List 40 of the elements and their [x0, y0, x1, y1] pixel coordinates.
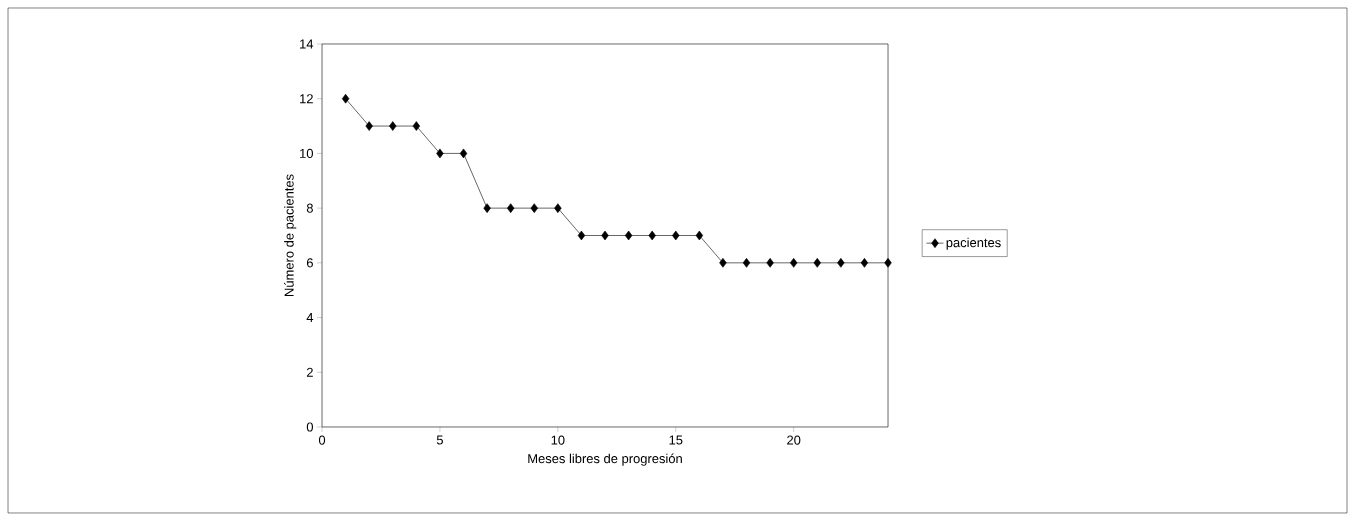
x-tick-label: 0: [318, 435, 326, 445]
point: [719, 258, 727, 268]
point: [412, 121, 421, 131]
y-tick-label: 0: [306, 422, 313, 432]
point: [672, 230, 680, 241]
legend-label: pacientes: [946, 237, 1001, 250]
y-tick-label: 10: [300, 148, 313, 158]
point: [766, 258, 774, 268]
y-tick-label: 6: [306, 258, 313, 268]
point: [459, 148, 468, 159]
x-tick-label: 10: [551, 435, 565, 445]
point: [624, 230, 633, 241]
x-axis-title: Meses libres de progresión: [528, 453, 682, 466]
y-tick-label: 4: [306, 313, 314, 323]
point: [365, 121, 373, 131]
point: [554, 203, 562, 213]
point: [742, 258, 751, 268]
y-tick-label: 2: [306, 367, 313, 377]
x-tick-label: 20: [787, 435, 801, 445]
point: [813, 258, 821, 268]
x-tick-label: 15: [669, 435, 683, 445]
y-tick-label: 12: [300, 94, 313, 104]
point: [483, 203, 491, 213]
y-axis-title: Número de pacientes: [284, 174, 297, 296]
point: [530, 203, 538, 213]
point: [790, 258, 798, 268]
point: [341, 93, 350, 104]
point: [389, 121, 397, 131]
point: [436, 148, 444, 159]
point: [507, 203, 515, 213]
x-tick-label: 5: [436, 435, 443, 445]
y-tick-label: 14: [300, 39, 314, 49]
point: [837, 258, 845, 268]
point: [884, 258, 892, 268]
point: [601, 230, 609, 241]
y-tick-label: 8: [306, 203, 313, 213]
point: [577, 230, 586, 241]
point: [648, 230, 656, 241]
point: [695, 230, 704, 241]
point: [860, 258, 869, 268]
